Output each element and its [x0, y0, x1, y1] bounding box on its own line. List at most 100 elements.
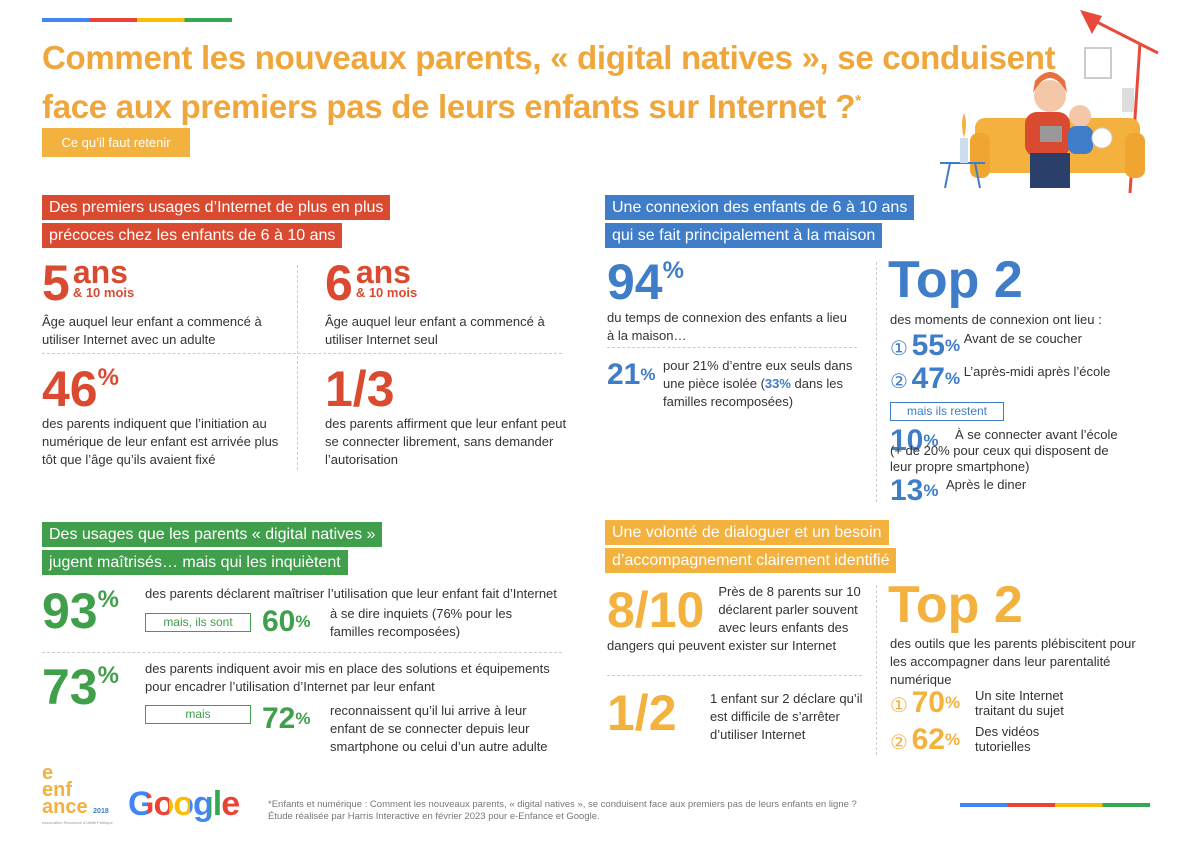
stat-number: 13: [890, 474, 924, 507]
item-number: 62: [911, 723, 945, 756]
color-bar: [960, 803, 1150, 807]
top-text: des moments de connexion ont lieu :: [890, 312, 1102, 327]
stat-text: pour 21% d’entre eux seuls dans une pièc…: [663, 357, 858, 411]
stat-text: à se dire inquiets (76% pour les famille…: [330, 606, 513, 639]
stat-number: 10: [890, 424, 924, 457]
rank: ②: [890, 371, 908, 393]
rank: ②: [890, 732, 908, 754]
stat-text: des parents déclarent maîtriser l’utilis…: [145, 586, 557, 601]
item-text: Avant de se coucher: [963, 331, 1082, 346]
logo-caption: Association Reconnue d’Utilité Publique: [42, 820, 113, 825]
top-item: ② 62%: [890, 725, 960, 755]
section-heading: d’accompagnement clairement identifié: [605, 548, 897, 573]
stat-unit: %: [97, 662, 119, 689]
logo-text: e: [42, 762, 54, 784]
section-heading: Une volonté de dialoguer et un besoin: [605, 520, 889, 545]
stat-text: des parents indiquent que l’initiation a…: [42, 416, 279, 467]
title-line: Comment les nouveaux parents, « digital …: [42, 39, 1056, 76]
top-title: Top 2: [888, 576, 1023, 634]
stat-number: 21: [607, 358, 641, 391]
stat-number: 8/10: [607, 582, 705, 638]
footnote: *Enfants et numérique : Comment les nouv…: [268, 799, 857, 823]
stat-number: 73: [42, 659, 98, 715]
stat-unit: %: [97, 364, 119, 391]
item-number: 47: [911, 362, 945, 395]
title-text: face aux premiers pas de leurs enfants s…: [42, 88, 856, 125]
stat: 10%: [890, 426, 939, 456]
top-title: Top 2: [888, 251, 1023, 309]
stat: 13%: [890, 476, 939, 506]
stat: 8/10 Près de 8 parents sur 10 déclarent p…: [607, 583, 867, 655]
divider: [607, 347, 857, 348]
stat-text: À se connecter avant l’école (+ de 20% p…: [890, 427, 1118, 474]
stat-unit: ans: [72, 254, 128, 290]
logo-text: ance 2018: [42, 796, 113, 820]
stat-unit: %: [97, 586, 119, 613]
stat-number: 72: [262, 702, 296, 735]
stat: 5 ans & 10 mois: [42, 254, 134, 311]
stat-text: Après le diner: [946, 477, 1027, 492]
item-unit: %: [944, 369, 961, 388]
section-heading: qui se fait principalement à la maison: [605, 223, 883, 248]
section-heading: Des premiers usages d’Internet de plus e…: [42, 195, 391, 220]
item-text: Un site Internet traitant du sujet: [975, 688, 1064, 718]
stat-unit: %: [640, 365, 656, 384]
stat: 73%: [42, 662, 119, 712]
section-heading: Une connexion des enfants de 6 à 10 ans: [605, 195, 915, 220]
rank: ①: [890, 695, 908, 717]
stat-number: 6: [325, 255, 353, 311]
divider: [876, 585, 877, 755]
stat: 93%: [42, 586, 119, 636]
text: pour 21% d’entre eux seuls dans une pièc…: [663, 358, 853, 391]
stat-unit: %: [662, 257, 684, 284]
stat: 46%: [42, 364, 119, 414]
rank: ①: [890, 338, 908, 360]
stat-text: reconnaissent qu’il lui arrive à leur en…: [330, 703, 548, 754]
top-item: ② 47% L’après-midi après l’école: [890, 364, 1110, 394]
stat: 94%: [607, 257, 684, 307]
item-text: L’après-midi après l’école: [963, 364, 1111, 379]
stat-number: 46: [42, 361, 98, 417]
title-line: face aux premiers pas de leurs enfants s…: [42, 80, 1055, 129]
stat: 72%: [262, 704, 311, 734]
stat-unit: %: [295, 612, 311, 631]
item-unit: %: [944, 730, 961, 749]
stat-text: Âge auquel leur enfant a commencé à util…: [325, 314, 545, 347]
footnote-line: Étude réalisée par Harris Interactive en…: [268, 811, 600, 822]
item-unit: %: [944, 693, 961, 712]
divider: [42, 353, 562, 354]
illustration: [940, 10, 1159, 194]
divider: [876, 262, 877, 502]
top-item: ① 70%: [890, 688, 960, 718]
divider: [607, 675, 862, 676]
logo-text: ance: [42, 796, 88, 818]
title-mark: *: [855, 93, 862, 110]
highlight: 33%: [764, 376, 791, 391]
stat-number: 5: [42, 255, 70, 311]
stat-number: 1/3: [325, 361, 395, 417]
stat-text: des parents indiquent avoir mis en place…: [145, 661, 550, 694]
stat-number: 1/2: [607, 685, 677, 741]
item-number: 70: [911, 686, 945, 719]
google-logo: Google: [128, 785, 240, 823]
color-bar: [42, 18, 232, 22]
stat-text: Près de 8 parents sur 10 déclarent parle…: [607, 584, 861, 653]
logo: e enf ance 2018 Association Reconnue d’U…: [42, 762, 113, 826]
stat-unit: %: [923, 431, 939, 450]
section-heading: jugent maîtrisés… mais qui les inquièten…: [42, 550, 348, 575]
text: dans les familles recomposées): [663, 376, 843, 409]
section-heading: Des usages que les parents « digital nat…: [42, 522, 383, 547]
tag: Ce qu’il faut retenir: [42, 128, 190, 157]
stat: 60%: [262, 607, 311, 637]
stat-text: 1 enfant sur 2 déclare qu’il est diffici…: [710, 691, 863, 742]
stat-text: Âge auquel leur enfant a commencé à util…: [42, 314, 262, 347]
stat-sub: & 10 mois: [355, 285, 418, 300]
box: mais ils restent: [890, 402, 1004, 421]
item-text: Des vidéos tutorielles: [975, 724, 1040, 754]
stat-unit: ans: [355, 254, 411, 290]
item-unit: %: [944, 336, 961, 355]
divider: [297, 265, 298, 470]
stat-number: 60: [262, 605, 296, 638]
logo-year: 2018: [93, 808, 109, 815]
